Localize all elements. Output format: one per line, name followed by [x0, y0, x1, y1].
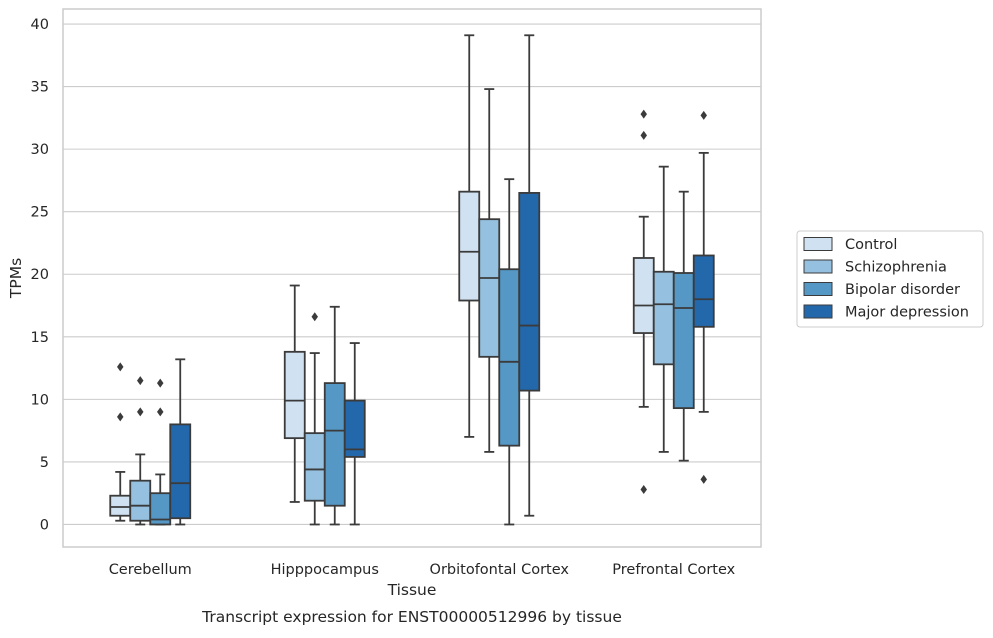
- iqr-box: [478, 218, 501, 358]
- outlier-point: [117, 362, 124, 372]
- y-tick-label: 40: [31, 17, 49, 33]
- outlier-point: [117, 412, 124, 422]
- legend: Control Schizophrenia Bipolar disorder Majo…: [796, 230, 984, 328]
- box-3-3: [692, 110, 715, 484]
- iqr-box: [169, 423, 192, 520]
- legend-swatch: [803, 304, 833, 319]
- y-tick-label: 30: [31, 142, 49, 158]
- box-1-3: [652, 165, 675, 453]
- box-0-2: [458, 34, 481, 438]
- x-tick-label: Cerebellum: [109, 562, 192, 578]
- outlier-point: [157, 407, 164, 417]
- box-1-0: [129, 376, 152, 526]
- iqr-box: [283, 350, 306, 440]
- y-tick-label: 5: [40, 455, 49, 471]
- box-2-1: [323, 305, 346, 526]
- box-0-1: [283, 284, 306, 503]
- box-2-2: [498, 178, 521, 526]
- y-tick-label: 15: [31, 330, 49, 346]
- figure-caption: Transcript expression for ENST0000051299…: [201, 608, 622, 626]
- box-3-2: [518, 34, 541, 517]
- box-3-1: [343, 342, 366, 526]
- x-tick-label: Orbitofontal Cortex: [430, 562, 570, 578]
- y-tick-label: 25: [31, 205, 49, 221]
- boxes: [109, 34, 715, 526]
- legend-label: Bipolar disorder: [845, 282, 960, 298]
- outlier-point: [640, 109, 647, 119]
- y-axis-label: TPMs: [7, 258, 25, 299]
- box-0-0: [109, 362, 132, 522]
- legend-swatch: [803, 237, 833, 251]
- outlier-point: [137, 376, 144, 386]
- iqr-box: [303, 432, 326, 502]
- iqr-box: [692, 254, 715, 328]
- x-axis-label: Tissue: [387, 581, 437, 599]
- box-3-0: [169, 358, 192, 526]
- iqr-box: [498, 268, 521, 447]
- iqr-box: [652, 270, 675, 366]
- legend-label: Major depression: [845, 305, 969, 321]
- y-tick-labels: 0 5 10 15 20 25 30 35 40: [31, 17, 49, 533]
- legend-swatch: [803, 282, 833, 296]
- box-0-3: [632, 109, 655, 494]
- x-tick-label: Prefrontal Cortex: [612, 562, 735, 578]
- outlier-point: [700, 474, 707, 484]
- plot-frame: [62, 8, 762, 548]
- iqr-box: [518, 192, 541, 392]
- iqr-box: [458, 190, 481, 302]
- legend-swatch: [803, 259, 833, 274]
- outlier-point: [700, 110, 707, 120]
- x-tick-labels: Cerebellum Hipppocampus Orbitofontal Corte…: [109, 562, 736, 578]
- legend-label: Schizophrenia: [845, 260, 947, 276]
- iqr-box: [323, 382, 346, 507]
- iqr-box: [129, 479, 152, 522]
- iqr-box: [109, 494, 132, 517]
- y-tick-label: 0: [40, 517, 49, 533]
- box-1-1: [303, 312, 326, 526]
- box-2-3: [672, 190, 695, 462]
- iqr-box: [343, 399, 366, 458]
- outlier-point: [640, 130, 647, 140]
- outlier-point: [137, 407, 144, 417]
- y-tick-label: 10: [31, 392, 49, 408]
- x-tick-label: Hipppocampus: [271, 562, 379, 578]
- outlier-point: [311, 312, 318, 322]
- legend-frame: [796, 230, 984, 328]
- y-tick-label: 35: [31, 80, 49, 96]
- iqr-box: [672, 272, 695, 410]
- outlier-point: [640, 484, 647, 494]
- box-1-2: [478, 88, 501, 453]
- box-2-0: [149, 378, 172, 526]
- iqr-box: [632, 257, 655, 334]
- y-tick-label: 20: [31, 267, 49, 283]
- outlier-point: [157, 378, 164, 388]
- legend-label: Control: [845, 237, 897, 253]
